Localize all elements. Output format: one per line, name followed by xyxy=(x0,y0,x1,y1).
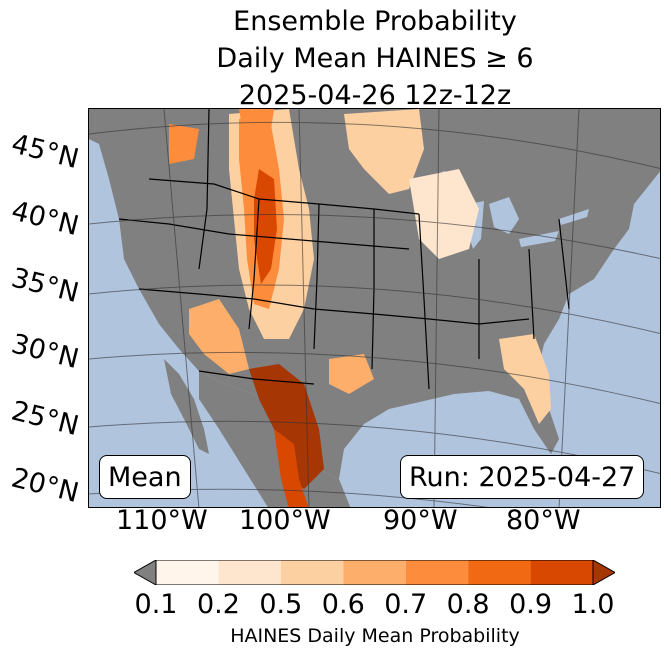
land-mass xyxy=(89,109,660,479)
colorbar-segments xyxy=(156,560,593,585)
colorbar-over-arrow xyxy=(592,560,615,585)
colorbar-under-arrow xyxy=(134,560,157,585)
lat-label-30: 30°N xyxy=(8,328,82,376)
colorbar-tick-6: 0.9 xyxy=(509,589,553,620)
lat-label-45: 45°N xyxy=(8,128,82,176)
colorbar-segment-5 xyxy=(468,560,531,585)
map-panel xyxy=(88,108,661,508)
lon-label-80: 80°W xyxy=(506,505,581,536)
lat-label-25: 25°N xyxy=(8,395,82,443)
statistic-label: Mean xyxy=(99,455,191,499)
graticule xyxy=(89,109,660,507)
probability-shading xyxy=(169,109,551,507)
lat-label-40: 40°N xyxy=(8,195,82,243)
colorbar-tick-2: 0.5 xyxy=(259,589,303,620)
lon-label-90: 90°W xyxy=(383,505,458,536)
colorbar-segment-0 xyxy=(156,560,219,585)
lon-label-110: 110°W xyxy=(116,505,208,536)
colorbar-tick-7: 1.0 xyxy=(571,589,615,620)
title-line-3: 2025-04-26 12z-12z xyxy=(238,80,512,111)
run-date-label: Run: 2025-04-27 xyxy=(400,455,645,499)
baja-land xyxy=(164,359,209,454)
colorbar-segment-6 xyxy=(530,560,593,585)
title-line-2: Daily Mean HAINES ≥ 6 xyxy=(216,43,534,74)
title-line-1: Ensemble Probability xyxy=(233,6,517,37)
colorbar-tick-3: 0.6 xyxy=(321,589,365,620)
colorbar-tick-0: 0.1 xyxy=(134,589,178,620)
colorbar-tick-1: 0.2 xyxy=(196,589,240,620)
great-lakes xyxy=(419,171,589,249)
colorbar-label: HAINES Daily Mean Probability xyxy=(230,625,520,647)
colorbar-segment-3 xyxy=(343,560,406,585)
colorbar-segment-1 xyxy=(218,560,281,585)
lat-label-35: 35°N xyxy=(8,262,82,310)
colorbar xyxy=(134,560,615,585)
map-svg xyxy=(89,109,660,507)
colorbar-segment-2 xyxy=(280,560,344,585)
colorbar-segment-4 xyxy=(405,560,469,585)
lon-label-100: 100°W xyxy=(239,505,331,536)
colorbar-tick-5: 0.8 xyxy=(446,589,490,620)
chart-title: Ensemble Probability Daily Mean HAINES ≥… xyxy=(0,3,671,114)
colorbar-tick-4: 0.7 xyxy=(384,589,428,620)
lat-label-20: 20°N xyxy=(8,462,82,510)
